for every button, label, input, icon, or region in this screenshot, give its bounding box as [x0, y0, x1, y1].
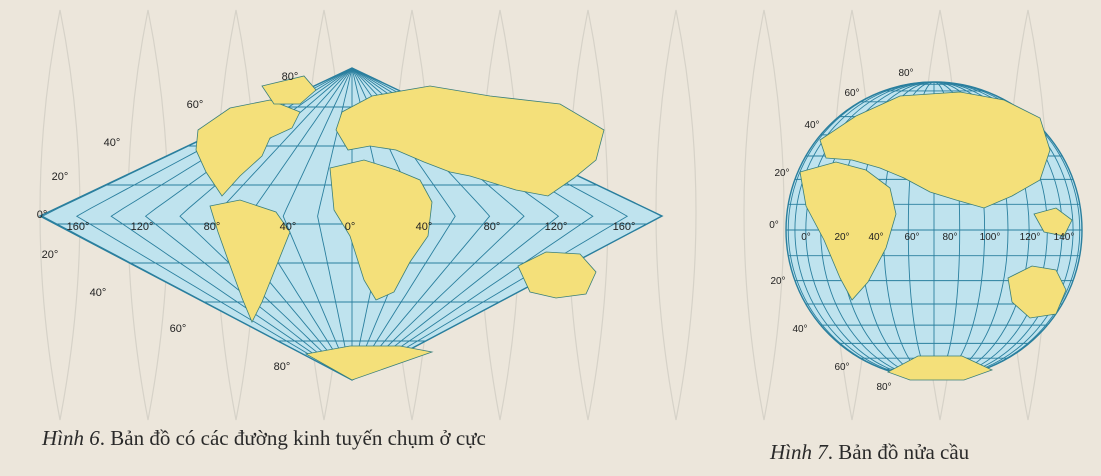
continents [195, 75, 605, 381]
figure-6-label: Hình 6 [42, 426, 100, 450]
longitude-label: 160° [613, 221, 636, 233]
europe-asia-land [819, 91, 1051, 209]
latitude-labels: 80° 60° 40° 20° 0° 20° 40° 60° 80° [37, 71, 299, 373]
longitude-label: 140° [1054, 232, 1075, 243]
latitude-label: 0° [37, 209, 48, 221]
longitude-label: 80° [484, 221, 501, 233]
background-gore-line [743, 9, 785, 421]
figure-6-caption-text: . Bản đồ có các đường kinh tuyến chụm ở … [99, 426, 486, 450]
latitude-label: 40° [104, 137, 121, 149]
latitude-label: 40° [804, 120, 819, 131]
longitude-label: 40° [868, 232, 883, 243]
longitude-label: 60° [904, 232, 919, 243]
longitude-labels: 160° 120° 80° 40° 0° 40° 80° 120° 160° [67, 221, 636, 233]
figure-6-caption: Hình 6. Bản đồ có các đường kinh tuyến c… [42, 426, 486, 451]
latitude-label: 20° [52, 171, 69, 183]
longitude-label: 120° [1020, 232, 1041, 243]
longitude-label: 120° [545, 221, 568, 233]
latitude-label: 0° [769, 220, 779, 231]
longitude-label: 0° [345, 221, 356, 233]
background-gore-line [655, 9, 697, 421]
antarctica-land [887, 355, 994, 381]
latitude-label: 20° [774, 168, 789, 179]
meridian-line [794, 81, 935, 379]
latitude-label: 80° [898, 68, 913, 79]
australia-land [1007, 265, 1067, 319]
latitude-label: 60° [844, 88, 859, 99]
north-america-land [195, 99, 301, 197]
latitude-label: 40° [792, 324, 807, 335]
latitude-label: 60° [170, 323, 187, 335]
hemisphere-map: 80°60°40°20°0°20°40°60°80° 0° 20° 40° 60° 80… [769, 68, 1083, 393]
longitude-label: 20° [834, 232, 849, 243]
figure-7-label: Hình 7 [770, 440, 828, 464]
latitude-labels: 80° 60° 40° 20° 0° 20° 40° 60° 80° [769, 68, 913, 393]
latitude-label: 80° [876, 382, 891, 393]
antarctica-land [304, 345, 434, 381]
longitude-labels: 0° 20° 40° 60° 80° 100° 120° 140° [801, 232, 1074, 243]
meridian-line [282, 67, 353, 381]
figure-7-caption: Hình 7. Bản đồ nửa cầu [770, 440, 969, 465]
longitude-label: 40° [280, 221, 297, 233]
figure-7-caption-text: . Bản đồ nửa cầu [827, 440, 970, 464]
africa-land [329, 159, 433, 301]
meridian-line [805, 81, 935, 379]
latitude-label: 80° [274, 361, 291, 373]
longitude-label: 80° [204, 221, 221, 233]
background-gore-line [39, 9, 81, 421]
greenland-land [261, 75, 317, 105]
meridian-line [787, 81, 935, 379]
latitude-label: 20° [42, 249, 59, 261]
latitude-label: 40° [90, 287, 107, 299]
south-america-land [209, 199, 291, 323]
latitude-label: 60° [834, 362, 849, 373]
africa-land [799, 161, 897, 301]
longitude-label: 160° [67, 221, 90, 233]
background-gore-line [127, 9, 169, 421]
longitude-label: 0° [801, 232, 811, 243]
meridian-line [933, 81, 1081, 379]
longitude-label: 100° [980, 232, 1001, 243]
latitude-label: 20° [770, 276, 785, 287]
eurasia-land [335, 85, 605, 197]
latitude-label: 80° [282, 71, 299, 83]
world-map-converging-meridians: 80° 60° 40° 20° 0° 20° 40° 60° 80° 160° 120° 80° 40… [37, 67, 664, 381]
longitude-label: 120° [131, 221, 154, 233]
australia-land [517, 251, 597, 299]
latitude-label: 60° [187, 99, 204, 111]
longitude-label: 80° [942, 232, 957, 243]
longitude-label: 40° [416, 221, 433, 233]
indonesia-land [1033, 207, 1073, 237]
continents [799, 91, 1073, 381]
